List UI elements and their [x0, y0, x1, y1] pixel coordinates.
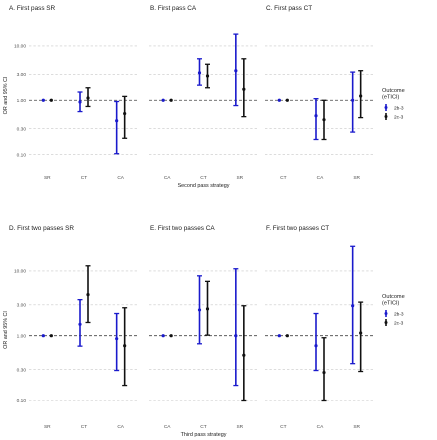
- legend-title: (eTICI): [382, 95, 400, 101]
- y-tick-label: 1.00: [17, 333, 27, 339]
- y-tick-label: 10.00: [14, 269, 26, 275]
- point-estimate: [41, 334, 45, 338]
- panel-title: D. First two passes SR: [9, 225, 74, 232]
- point-estimate: [49, 98, 53, 102]
- x-tick-label: CT: [200, 424, 206, 430]
- point-estimate: [161, 334, 165, 338]
- x-tick-label: SR: [44, 175, 51, 181]
- x-tick-label: SR: [353, 175, 360, 181]
- y-tick-label: 3.00: [17, 302, 27, 308]
- legend-key-point: [384, 312, 388, 315]
- legend-key-point: [384, 321, 388, 324]
- point-estimate: [49, 334, 53, 338]
- x-tick-label: CA: [164, 175, 171, 181]
- x-tick-label: CA: [117, 424, 124, 430]
- point-estimate: [351, 98, 355, 102]
- point-estimate: [205, 307, 210, 311]
- x-tick-label: CA: [317, 175, 324, 181]
- point-estimate: [234, 69, 238, 73]
- legend-label: 2b-3: [394, 106, 404, 112]
- x-tick-label: CT: [81, 175, 87, 181]
- point-estimate: [314, 344, 318, 348]
- point-estimate: [78, 100, 82, 104]
- legend-title: (eTICI): [382, 301, 400, 307]
- x-tick-label: CT: [81, 424, 87, 430]
- point-estimate: [41, 98, 45, 102]
- point-estimate: [277, 334, 281, 338]
- point-estimate: [285, 334, 289, 338]
- y-tick-label: 0.10: [17, 398, 27, 404]
- x-tick-label: CA: [164, 424, 171, 430]
- point-estimate: [197, 308, 202, 312]
- y-tick-label: 0.30: [17, 367, 27, 373]
- x-tick-label: SR: [353, 424, 360, 430]
- point-estimate: [115, 337, 119, 341]
- panel-title: B. First pass CA: [150, 5, 197, 12]
- point-estimate: [205, 74, 210, 78]
- point-estimate: [234, 334, 238, 338]
- point-estimate: [123, 344, 127, 348]
- point-estimate: [123, 111, 127, 116]
- point-estimate: [169, 98, 173, 102]
- x-tick-label: SR: [236, 424, 243, 430]
- legend-title: Outcome: [382, 88, 405, 94]
- y-tick-label: 3.00: [17, 72, 27, 78]
- panel-title: E. First two passes CA: [150, 225, 215, 232]
- point-estimate: [86, 293, 90, 297]
- point-estimate: [277, 98, 281, 102]
- y-tick-label: 0.10: [17, 152, 27, 158]
- point-estimate: [359, 331, 363, 335]
- x-tick-label: CT: [200, 175, 206, 181]
- panel-title: F. First two passes CT: [266, 225, 329, 232]
- point-estimate: [322, 370, 326, 375]
- point-estimate: [115, 119, 119, 123]
- point-estimate: [197, 71, 202, 75]
- legend-title: Outcome: [382, 294, 405, 300]
- point-estimate: [314, 114, 318, 118]
- panel-title: A. First pass SR: [9, 5, 56, 12]
- x-tick-label: SR: [44, 424, 51, 430]
- y-tick-label: 1.00: [17, 98, 27, 104]
- x-axis-label: Third pass strategy: [181, 432, 227, 438]
- point-estimate: [242, 353, 246, 357]
- point-estimate: [78, 322, 82, 326]
- y-axis-label: OR and 95% CI: [3, 311, 9, 349]
- legend-label: 2c-3: [394, 321, 404, 327]
- point-estimate: [322, 118, 326, 122]
- point-estimate: [359, 94, 363, 98]
- x-tick-label: CA: [317, 424, 324, 430]
- point-estimate: [351, 304, 355, 308]
- panel-title: C. First pass CT: [266, 5, 312, 12]
- y-tick-label: 10.00: [14, 44, 26, 50]
- legend-key-point: [384, 106, 388, 109]
- point-estimate: [86, 96, 90, 100]
- point-estimate: [169, 334, 173, 338]
- x-tick-label: CT: [280, 424, 286, 430]
- y-axis-label: OR and 95% CI: [3, 77, 9, 115]
- point-estimate: [242, 87, 246, 91]
- y-tick-label: 0.30: [17, 126, 27, 132]
- legend-key-point: [384, 115, 388, 118]
- legend-label: 2b-3: [394, 312, 404, 318]
- point-estimate: [285, 98, 289, 102]
- x-tick-label: CT: [280, 175, 286, 181]
- x-axis-label: Second pass strategy: [178, 183, 230, 189]
- x-tick-label: SR: [236, 175, 243, 181]
- point-estimate: [161, 98, 165, 102]
- legend-label: 2c-3: [394, 115, 404, 121]
- x-tick-label: CA: [117, 175, 124, 181]
